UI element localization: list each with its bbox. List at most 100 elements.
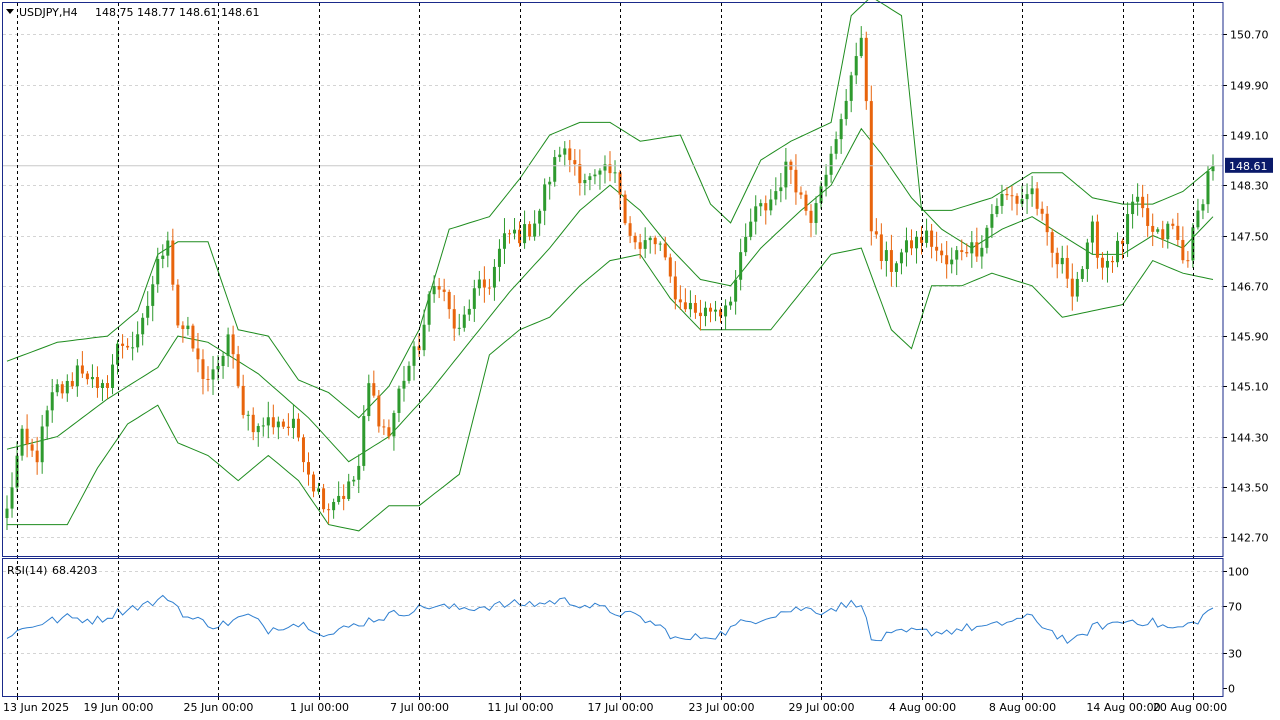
candle[interactable] xyxy=(111,354,115,395)
candle[interactable] xyxy=(980,235,984,269)
candle[interactable] xyxy=(372,370,376,398)
candle[interactable] xyxy=(1045,206,1049,246)
candle[interactable] xyxy=(191,323,195,352)
candle[interactable] xyxy=(1171,218,1175,230)
candle[interactable] xyxy=(90,364,94,388)
candle[interactable] xyxy=(899,248,903,275)
candle[interactable] xyxy=(915,231,919,264)
candle[interactable] xyxy=(633,232,637,250)
candle[interactable] xyxy=(874,218,878,239)
candle[interactable] xyxy=(593,169,597,185)
candle[interactable] xyxy=(573,148,577,176)
candle[interactable] xyxy=(1126,202,1130,257)
candle[interactable] xyxy=(10,472,14,518)
candle[interactable] xyxy=(131,331,135,361)
candle[interactable] xyxy=(1090,215,1094,255)
candle[interactable] xyxy=(824,164,828,197)
candle[interactable] xyxy=(794,154,798,205)
candle[interactable] xyxy=(568,139,572,173)
candle[interactable] xyxy=(864,31,868,110)
candle[interactable] xyxy=(176,279,180,328)
candle[interactable] xyxy=(352,476,356,487)
candle[interactable] xyxy=(653,235,657,255)
candle[interactable] xyxy=(739,238,743,291)
candle[interactable] xyxy=(683,288,687,313)
candle[interactable] xyxy=(518,221,522,247)
candle[interactable] xyxy=(241,374,245,419)
candle[interactable] xyxy=(784,147,788,200)
candle[interactable] xyxy=(226,327,230,368)
candle[interactable] xyxy=(121,334,125,359)
candle[interactable] xyxy=(236,345,240,389)
candle[interactable] xyxy=(45,405,49,440)
candle[interactable] xyxy=(884,241,888,277)
candle[interactable] xyxy=(839,113,843,154)
candle[interactable] xyxy=(387,419,391,440)
candle[interactable] xyxy=(769,189,773,216)
candle[interactable] xyxy=(251,407,255,441)
candle[interactable] xyxy=(698,299,702,331)
candle[interactable] xyxy=(467,299,471,321)
candle[interactable] xyxy=(116,340,120,375)
candle[interactable] xyxy=(1070,263,1074,311)
candle[interactable] xyxy=(447,289,451,319)
candle[interactable] xyxy=(779,173,783,203)
candle[interactable] xyxy=(1116,232,1120,268)
candle[interactable] xyxy=(80,351,84,379)
candle[interactable] xyxy=(1181,226,1185,264)
candle[interactable] xyxy=(60,381,64,399)
candle[interactable] xyxy=(789,159,793,185)
candle[interactable] xyxy=(744,223,748,257)
candle[interactable] xyxy=(523,210,527,249)
candle[interactable] xyxy=(256,423,260,447)
candle[interactable] xyxy=(1050,228,1054,268)
candle[interactable] xyxy=(588,172,592,191)
candle[interactable] xyxy=(1000,184,1004,214)
candlestick-series[interactable] xyxy=(3,26,1223,530)
candle[interactable] xyxy=(482,266,486,303)
candle[interactable] xyxy=(628,216,632,244)
price-axis[interactable]: 150.70 149.90 149.10 148.30 147.50 146.70 145.… xyxy=(1223,29,1269,545)
candle[interactable] xyxy=(1196,198,1200,230)
candle[interactable] xyxy=(543,178,547,226)
candle[interactable] xyxy=(1151,213,1155,247)
candle[interactable] xyxy=(548,176,552,200)
candle[interactable] xyxy=(970,231,974,268)
candle[interactable] xyxy=(714,300,718,322)
candle[interactable] xyxy=(894,261,898,288)
candle[interactable] xyxy=(955,246,959,276)
candle[interactable] xyxy=(1040,201,1044,221)
candle[interactable] xyxy=(75,359,79,397)
candle[interactable] xyxy=(332,498,336,519)
candle[interactable] xyxy=(829,146,833,183)
candle[interactable] xyxy=(638,233,642,259)
candle[interactable] xyxy=(497,239,501,282)
candle[interactable] xyxy=(814,196,818,235)
candle[interactable] xyxy=(141,313,145,346)
candle[interactable] xyxy=(55,379,59,397)
candle[interactable] xyxy=(563,141,567,167)
candle[interactable] xyxy=(25,414,29,458)
candle[interactable] xyxy=(960,239,964,261)
candle[interactable] xyxy=(296,413,300,442)
candle[interactable] xyxy=(724,299,728,331)
candle[interactable] xyxy=(1156,227,1160,234)
candle[interactable] xyxy=(1030,175,1034,207)
candle[interactable] xyxy=(583,173,587,196)
candle[interactable] xyxy=(809,204,813,238)
candle[interactable] xyxy=(382,419,386,435)
candle[interactable] xyxy=(648,235,652,254)
triangle-down-icon[interactable] xyxy=(6,9,14,14)
candle[interactable] xyxy=(688,290,692,318)
candle[interactable] xyxy=(1095,214,1099,269)
candle[interactable] xyxy=(276,416,280,440)
candle[interactable] xyxy=(95,366,99,398)
candle[interactable] xyxy=(407,361,411,384)
candle[interactable] xyxy=(1100,252,1104,280)
candle[interactable] xyxy=(985,225,989,254)
candle[interactable] xyxy=(65,374,69,402)
candle[interactable] xyxy=(502,218,506,264)
candle[interactable] xyxy=(904,227,908,267)
candle[interactable] xyxy=(1146,193,1150,238)
candle[interactable] xyxy=(462,306,466,332)
